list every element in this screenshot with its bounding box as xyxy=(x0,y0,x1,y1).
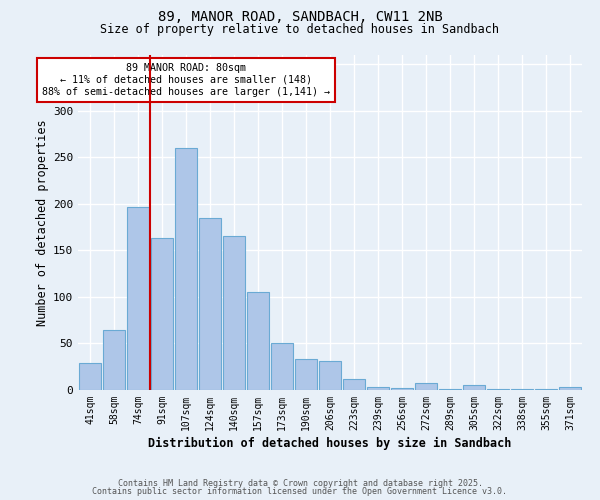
Text: Size of property relative to detached houses in Sandbach: Size of property relative to detached ho… xyxy=(101,22,499,36)
Text: Contains HM Land Registry data © Crown copyright and database right 2025.: Contains HM Land Registry data © Crown c… xyxy=(118,478,482,488)
Bar xyxy=(223,236,245,390)
Bar xyxy=(559,387,581,390)
Bar xyxy=(463,386,485,390)
Bar xyxy=(247,292,269,390)
Y-axis label: Number of detached properties: Number of detached properties xyxy=(36,119,49,326)
Bar xyxy=(415,384,437,390)
Bar xyxy=(391,388,413,390)
Bar xyxy=(511,389,533,390)
Bar xyxy=(295,360,317,390)
Bar xyxy=(79,363,101,390)
X-axis label: Distribution of detached houses by size in Sandbach: Distribution of detached houses by size … xyxy=(148,437,512,450)
Bar xyxy=(151,238,173,390)
Bar xyxy=(199,218,221,390)
Text: Contains public sector information licensed under the Open Government Licence v3: Contains public sector information licen… xyxy=(92,487,508,496)
Bar xyxy=(535,389,557,390)
Bar xyxy=(367,387,389,390)
Bar xyxy=(175,148,197,390)
Text: 89, MANOR ROAD, SANDBACH, CW11 2NB: 89, MANOR ROAD, SANDBACH, CW11 2NB xyxy=(158,10,442,24)
Bar xyxy=(271,344,293,390)
Bar xyxy=(439,389,461,390)
Bar xyxy=(343,379,365,390)
Bar xyxy=(103,330,125,390)
Text: 89 MANOR ROAD: 80sqm
← 11% of detached houses are smaller (148)
88% of semi-deta: 89 MANOR ROAD: 80sqm ← 11% of detached h… xyxy=(43,64,331,96)
Bar xyxy=(487,389,509,390)
Bar xyxy=(127,206,149,390)
Bar xyxy=(319,361,341,390)
